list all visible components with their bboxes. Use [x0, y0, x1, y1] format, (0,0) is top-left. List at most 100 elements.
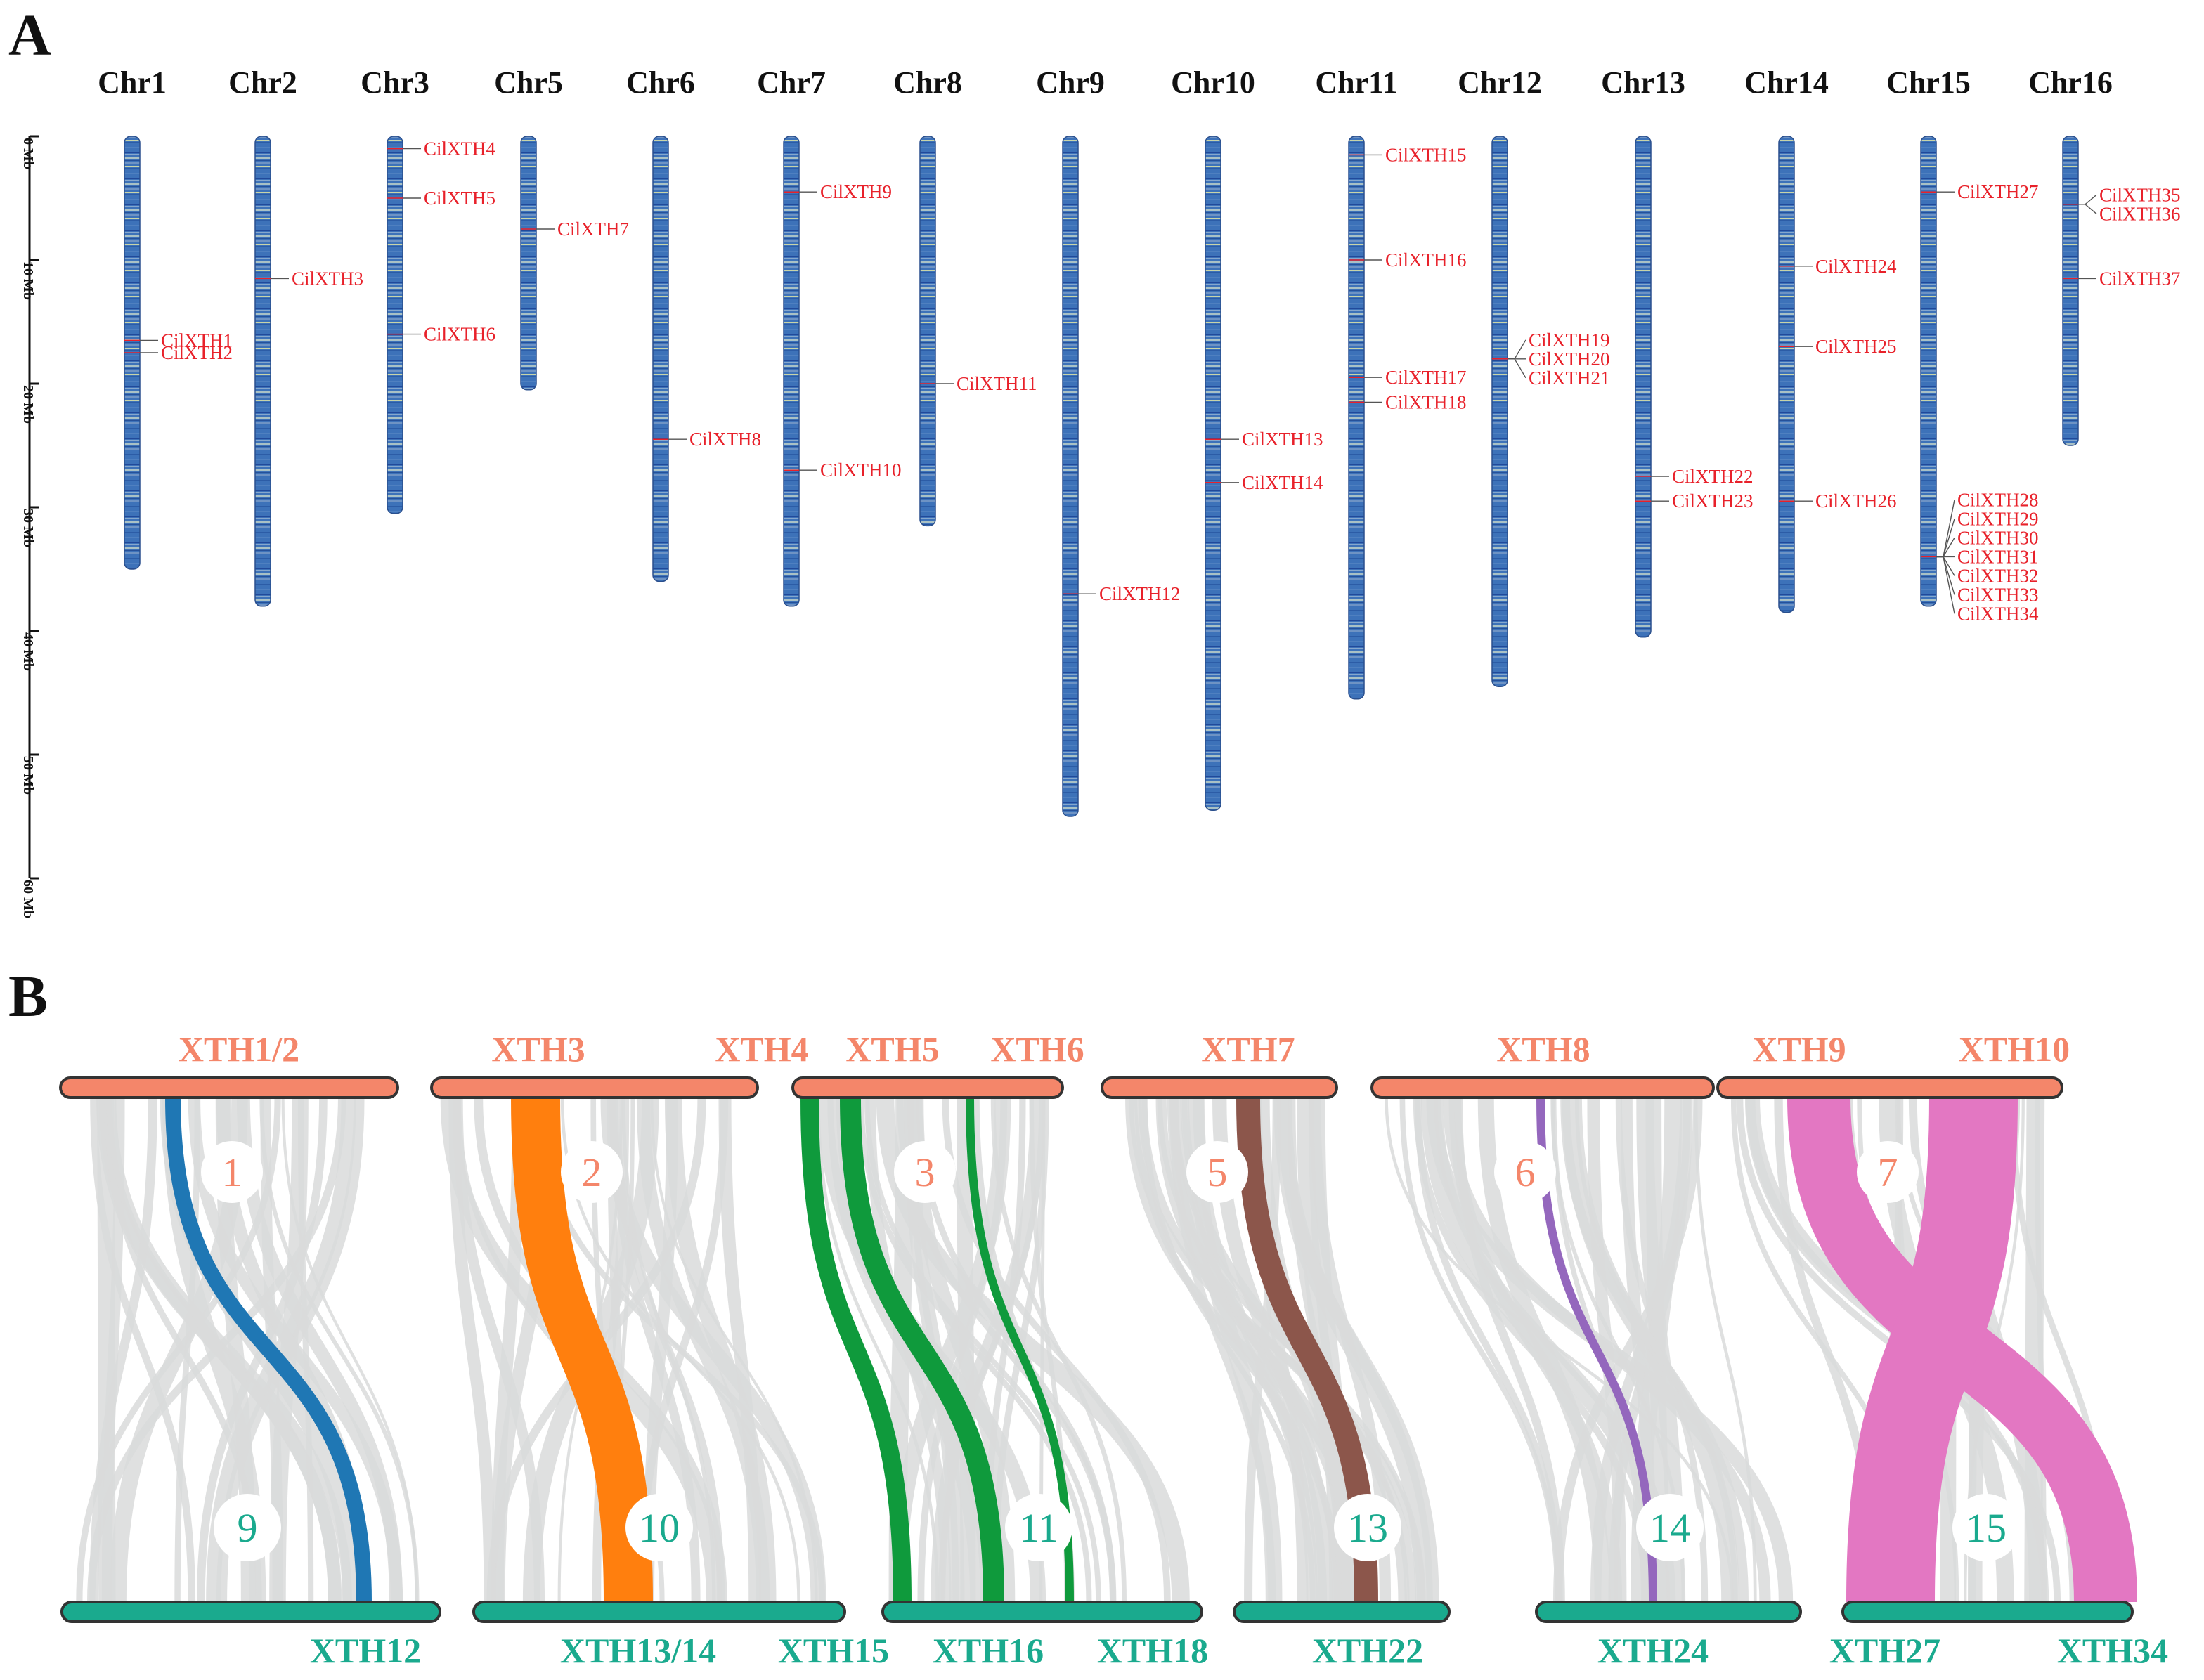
bottom-gene-label: XTH12 — [310, 1631, 421, 1670]
gene-label: CilXTH17 — [1385, 367, 1467, 388]
synteny-block: XTH3 XTH4 XTH13/14 2 10 — [430, 1029, 846, 1670]
gene-label: CilXTH4 — [424, 138, 496, 159]
gene-label: CilXTH18 — [1385, 391, 1467, 412]
gene-label: CilXTH6 — [424, 324, 495, 345]
gene-label: CilXTH29 — [1957, 508, 2039, 529]
gene-leader-line — [2078, 194, 2097, 205]
ortholog-link — [511, 1097, 653, 1603]
bottom-gene-label: XTH22 — [1312, 1631, 1423, 1670]
top-block-number: 1 — [222, 1150, 242, 1195]
chromosome-bar — [652, 136, 669, 582]
background-link — [452, 1097, 545, 1603]
panel-a-letter: A — [8, 3, 51, 68]
bottom-chromosome-bar — [472, 1601, 846, 1623]
gene-label: CilXTH8 — [689, 429, 761, 450]
bottom-block-number: 9 — [238, 1505, 258, 1551]
chromosome-bar — [1778, 136, 1795, 613]
axis-tick-label: 50 Mb — [20, 756, 36, 795]
top-gene-label: XTH1/2 — [179, 1029, 299, 1069]
gene-leader-line — [1508, 339, 1526, 360]
ortholog-link — [800, 1097, 912, 1603]
background-link — [174, 1097, 201, 1603]
ortholog-link — [966, 1097, 1074, 1603]
gene-label: CilXTH34 — [1957, 603, 2039, 624]
chromosome-label: Chr9 — [1036, 65, 1105, 100]
top-gene-label: XTH8 — [1496, 1029, 1590, 1069]
panel-b-letter: B — [8, 964, 48, 1029]
axis-tick-label: 30 Mb — [20, 509, 36, 547]
background-link — [990, 1097, 1127, 1603]
top-chromosome-bar — [791, 1076, 1064, 1099]
chromosome-label: Chr2 — [228, 65, 297, 100]
bottom-block-number-badge — [1005, 1494, 1072, 1561]
chromosome-label: Chr11 — [1315, 65, 1397, 100]
background-link — [1413, 1097, 1649, 1603]
background-link — [2024, 1097, 2045, 1603]
bottom-gene-label: XTH13/14 — [560, 1631, 716, 1670]
gene-label: CilXTH19 — [1529, 330, 1610, 351]
bottom-block-number: 10 — [639, 1505, 680, 1551]
gene-leader-line — [2078, 204, 2097, 214]
chromosome-bar — [2062, 136, 2079, 446]
ortholog-link — [1846, 1097, 2018, 1603]
gene-label: CilXTH15 — [1385, 144, 1467, 165]
top-block-number-badge — [1494, 1141, 1556, 1203]
background-link — [664, 1097, 777, 1603]
chromosome-label: Chr3 — [361, 65, 429, 100]
synteny-block: XTH8 XTH24 6 14 — [1370, 1029, 1802, 1670]
background-link — [876, 1097, 1190, 1603]
background-link — [89, 1097, 157, 1603]
synteny-blocks: XTH1/2 XTH12 1 9 XTH3 XTH4 XTH13/14 2 10 XTH5 XTH6… — [59, 1029, 2168, 1670]
top-chromosome-bar — [1370, 1076, 1715, 1099]
bottom-block-number: 11 — [1019, 1505, 1058, 1551]
background-link — [281, 1097, 418, 1603]
chromosome-label: Chr7 — [757, 65, 826, 100]
ortholog-link — [1536, 1097, 1657, 1603]
bottom-gene-label: XTH27 — [1829, 1631, 1940, 1670]
top-chromosome-bar — [1101, 1076, 1338, 1099]
gene-label: CilXTH23 — [1672, 490, 1754, 512]
chromosome-bar — [1491, 136, 1508, 687]
background-link — [816, 1097, 940, 1603]
gene-label: CilXTH11 — [957, 373, 1037, 394]
top-block-number-badge — [894, 1141, 956, 1203]
gene-label: CilXTH35 — [2099, 184, 2181, 205]
top-gene-label: XTH6 — [990, 1029, 1084, 1069]
top-block-number: 6 — [1515, 1150, 1536, 1195]
bottom-block-number-badge — [214, 1494, 281, 1561]
top-gene-label: XTH10 — [1959, 1029, 2070, 1069]
bottom-block-number-badge — [1636, 1494, 1704, 1561]
background-link — [1574, 1097, 1740, 1603]
gene-label: CilXTH1 — [161, 330, 233, 351]
gene-label: CilXTH10 — [820, 460, 902, 481]
gene-label: CilXTH26 — [1815, 490, 1897, 512]
chromosome-label: Chr16 — [2028, 65, 2113, 100]
chromosome-label: Chr1 — [98, 65, 167, 100]
top-chromosome-bar — [59, 1076, 399, 1099]
background-link — [938, 1097, 1045, 1603]
bottom-chromosome-bar — [881, 1601, 1203, 1623]
gene-label: CilXTH36 — [2099, 203, 2181, 224]
background-link — [1552, 1097, 1703, 1603]
chromosome-label: Chr8 — [893, 65, 962, 100]
background-link — [1694, 1097, 1757, 1603]
bottom-gene-label: XTH34 — [2057, 1631, 2168, 1670]
chromosome-label: Chr6 — [626, 65, 695, 100]
ortholog-link — [840, 1097, 1004, 1603]
top-gene-label: XTH9 — [1752, 1029, 1846, 1069]
axis-tick-label: 60 Mb — [20, 880, 36, 918]
chromosome-bar — [1062, 136, 1079, 817]
bottom-chromosome-bar — [1535, 1601, 1802, 1623]
top-gene-label: XTH7 — [1201, 1029, 1295, 1069]
bottom-block-number-badge — [1334, 1494, 1401, 1561]
gene-label: CilXTH9 — [820, 181, 892, 202]
synteny-block: XTH7 XTH22 5 13 — [1101, 1029, 1451, 1670]
chromosome-label: Chr5 — [494, 65, 563, 100]
length-axis: 0 Mb 10 Mb 20 Mb 30 Mb 40 Mb 50 Mb 60 Mb — [20, 135, 39, 918]
chromosome-label: Chr15 — [1886, 65, 1971, 100]
chromosome-bar — [520, 136, 537, 391]
top-block-number: 7 — [1878, 1150, 1898, 1195]
chromosome-bar — [1920, 136, 1937, 607]
